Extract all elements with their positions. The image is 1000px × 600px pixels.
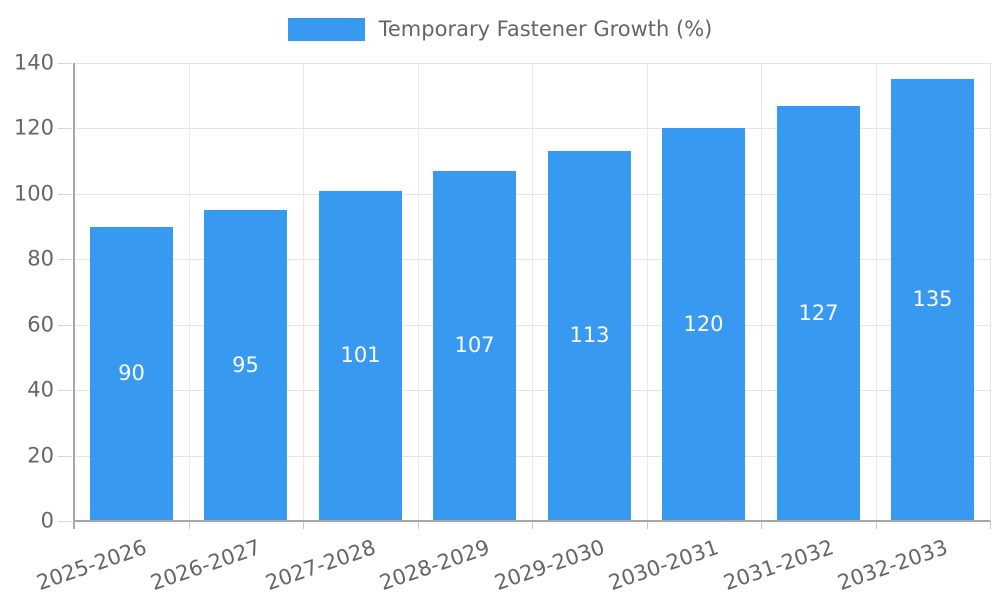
bar[interactable]: 95	[204, 210, 287, 520]
y-axis-tick-label: 100	[13, 181, 54, 206]
x-axis-category-label: 2031-2032	[720, 535, 837, 596]
y-axis-tick	[58, 63, 72, 64]
bar-value-label: 90	[118, 361, 145, 385]
bar[interactable]: 101	[319, 191, 402, 520]
gridline-vertical	[532, 63, 533, 521]
x-axis-tick	[303, 521, 304, 529]
x-axis-line	[73, 520, 990, 522]
x-axis-tick	[532, 521, 533, 529]
x-axis-tick	[418, 521, 419, 529]
y-axis-tick-label: 120	[13, 115, 54, 140]
y-axis-tick-label: 80	[27, 246, 54, 271]
y-axis-tick	[58, 128, 72, 129]
x-axis-category-label: 2025-2026	[33, 535, 150, 596]
bar-value-label: 95	[232, 352, 259, 377]
x-axis-tick	[990, 521, 991, 529]
x-axis-category-label: 2030-2031	[605, 535, 722, 596]
y-axis-tick-label: 20	[27, 443, 54, 468]
bar[interactable]: 90	[90, 227, 173, 520]
x-axis-category-label: 2026-2027	[147, 535, 264, 596]
legend-item[interactable]: Temporary Fastener Growth (%)	[0, 18, 1000, 41]
gridline-vertical	[189, 63, 190, 521]
gridline-vertical	[303, 63, 304, 521]
gridline-vertical	[761, 63, 762, 521]
y-axis-tick-label: 60	[27, 312, 54, 337]
y-axis-tick	[58, 325, 72, 326]
x-axis-category-label: 2027-2028	[262, 535, 379, 596]
gridline-vertical	[990, 63, 991, 521]
x-axis-category-label: 2029-2030	[491, 535, 608, 596]
bar[interactable]: 113	[548, 151, 631, 520]
x-axis-tick	[647, 521, 648, 529]
x-axis-category-label: 2032-2033	[834, 535, 951, 596]
gridline-vertical	[647, 63, 648, 521]
bar-value-label: 135	[912, 287, 953, 311]
bar-value-label: 101	[340, 343, 381, 367]
bar[interactable]: 135	[891, 79, 974, 520]
bar[interactable]: 107	[433, 171, 516, 520]
bar[interactable]: 120	[662, 128, 745, 520]
x-axis-tick	[761, 521, 762, 529]
bar-value-label: 107	[454, 333, 495, 357]
y-axis-tick	[58, 259, 72, 260]
y-axis-tick	[58, 390, 72, 391]
bar-value-label: 127	[798, 300, 839, 325]
y-axis-tick-label: 140	[13, 50, 54, 75]
legend-label: Temporary Fastener Growth (%)	[378, 17, 713, 41]
y-axis-line	[73, 63, 75, 529]
y-axis-tick	[58, 194, 72, 195]
bar-value-label: 113	[569, 323, 610, 347]
bar-value-label: 120	[683, 311, 724, 336]
gridline-vertical	[418, 63, 419, 521]
x-axis-tick	[189, 521, 190, 529]
y-axis-tick	[58, 456, 72, 457]
x-axis-category-label: 2028-2029	[376, 535, 493, 596]
y-axis-tick	[58, 521, 72, 522]
bar[interactable]: 127	[777, 106, 860, 520]
x-axis-tick	[876, 521, 877, 529]
gridline-vertical	[876, 63, 877, 521]
y-axis-tick-label: 40	[27, 377, 54, 402]
y-axis-tick-label: 0	[40, 508, 54, 533]
legend-swatch-icon	[287, 18, 365, 41]
